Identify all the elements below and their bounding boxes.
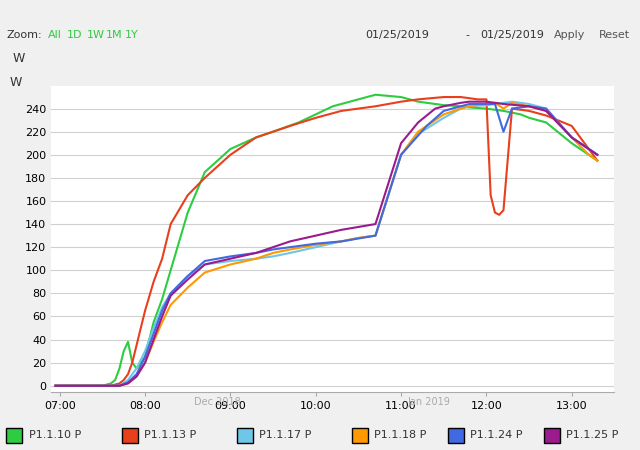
Text: 1D: 1D: [67, 30, 83, 40]
Text: 01/25/2019: 01/25/2019: [365, 30, 429, 40]
Text: P1.1.13 P: P1.1.13 P: [144, 430, 196, 441]
Text: P1.1.25 P: P1.1.25 P: [566, 430, 619, 441]
Text: P1.1.17 P: P1.1.17 P: [259, 430, 312, 441]
Text: Reset: Reset: [599, 30, 630, 40]
FancyBboxPatch shape: [122, 428, 138, 443]
Text: 01/25/2019: 01/25/2019: [480, 30, 544, 40]
Text: P1.1.18 P: P1.1.18 P: [374, 430, 427, 441]
FancyBboxPatch shape: [544, 428, 560, 443]
Text: W: W: [13, 52, 25, 65]
FancyBboxPatch shape: [237, 428, 253, 443]
Text: P1.1.10 P: P1.1.10 P: [29, 430, 81, 441]
Text: 1M: 1M: [106, 30, 122, 40]
Text: W: W: [10, 76, 22, 90]
Text: 1Y: 1Y: [125, 30, 138, 40]
FancyBboxPatch shape: [6, 428, 22, 443]
Text: Zoom:: Zoom:: [6, 30, 42, 40]
Text: All: All: [48, 30, 62, 40]
FancyBboxPatch shape: [352, 428, 368, 443]
Text: 1W: 1W: [86, 30, 104, 40]
Text: Dec 2018: Dec 2018: [194, 397, 241, 407]
Text: Jan 2019: Jan 2019: [408, 397, 450, 407]
Text: Apply: Apply: [554, 30, 586, 40]
FancyBboxPatch shape: [448, 428, 464, 443]
Text: -: -: [465, 30, 469, 40]
Text: P1.1.24 P: P1.1.24 P: [470, 430, 523, 441]
